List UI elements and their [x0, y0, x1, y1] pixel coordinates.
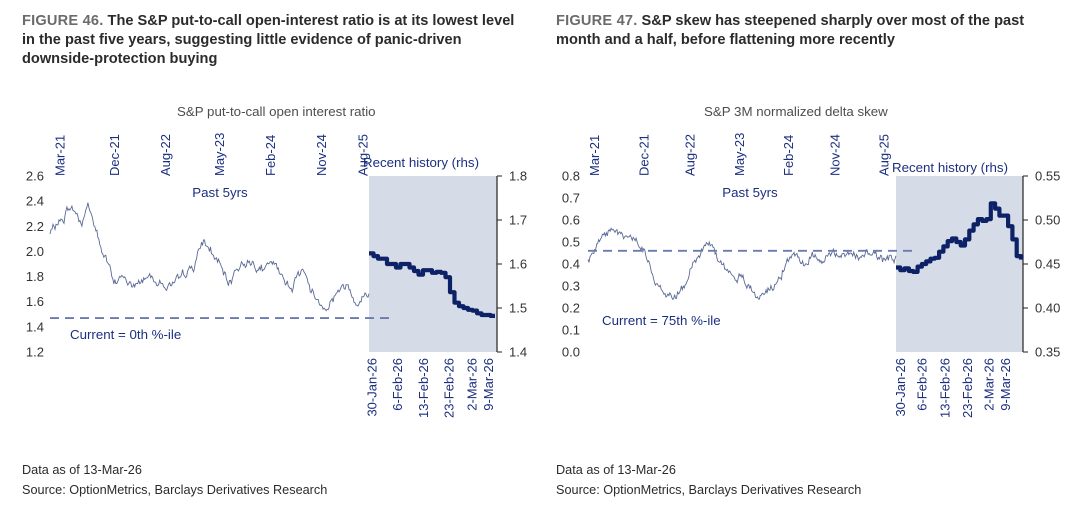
x-tick-label-top: Aug-25: [877, 134, 892, 176]
y-tick-label-left: 2.4: [26, 194, 44, 209]
figure-title: FIGURE 46. The S&P put-to-call open-inte…: [22, 12, 522, 69]
x-tick-label-bottom: 9-Mar-26: [998, 358, 1013, 411]
x-tick-label-top: Aug-22: [683, 134, 698, 176]
x-tick-label-top: Aug-22: [158, 134, 173, 176]
y-tick-label-left: 0.3: [562, 279, 580, 294]
annotation-current-percentile: Current = 75th %-ile: [602, 313, 721, 328]
figure-47: FIGURE 47. S&P skew has steepened sharpl…: [556, 0, 1076, 511]
x-tick-label-bottom: 23-Feb-26: [441, 358, 456, 418]
y-tick-label-right: 0.55: [1035, 169, 1060, 184]
figure-label: FIGURE 46.: [22, 13, 104, 29]
y-tick-label-left: 0.6: [562, 213, 580, 228]
y-tick-label-left: 0.4: [562, 257, 580, 272]
figure-title: FIGURE 47. S&P skew has steepened sharpl…: [556, 12, 1056, 50]
x-tick-label-top: Dec-21: [636, 134, 651, 176]
figure-label: FIGURE 47.: [556, 13, 638, 29]
x-tick-label-top: Mar-21: [587, 135, 602, 176]
x-tick-label-bottom: 2-Mar-26: [982, 358, 997, 411]
x-tick-label-bottom: 13-Feb-26: [937, 358, 952, 418]
x-tick-label-top: Feb-24: [263, 135, 278, 176]
y-tick-label-left: 2.0: [26, 244, 44, 259]
y-tick-label-left: 0.7: [562, 191, 580, 206]
x-tick-label-bottom: 30-Jan-26: [893, 358, 908, 417]
chart-svg: 0.0 0.1 0.2 0.3 0.4 0.5 0.6 0.7 0.8 0.35 0.40 0.45 0…: [562, 133, 1060, 418]
x-tick-label-top: Dec-21: [107, 134, 122, 176]
annotation-past-5yrs: Past 5yrs: [722, 185, 778, 200]
chart-title: S&P put-to-call open interest ratio: [177, 104, 376, 119]
y-tick-label-left: 0.5: [562, 235, 580, 250]
figure-46: FIGURE 46. The S&P put-to-call open-inte…: [22, 0, 542, 511]
y-tick-label-left: 1.8: [26, 269, 44, 284]
x-tick-label-bottom: 9-Mar-26: [481, 358, 496, 411]
x-tick-label-top: May-23: [212, 133, 227, 176]
x-tick-label-top: Nov-24: [314, 134, 329, 176]
y-tick-label-right: 1.5: [509, 301, 527, 316]
y-tick-label-right: 1.4: [509, 345, 527, 360]
y-tick-label-right: 0.50: [1035, 213, 1060, 228]
y-tick-label-right: 0.40: [1035, 301, 1060, 316]
x-tick-label-bottom: 23-Feb-26: [960, 358, 975, 418]
y-tick-label-left: 0.2: [562, 301, 580, 316]
annotation-recent-history: Recent history (rhs): [363, 155, 479, 170]
x-tick-label-top: Feb-24: [781, 135, 796, 176]
chart-title: S&P 3M normalized delta skew: [704, 104, 888, 119]
x-tick-label-bottom: 6-Feb-26: [914, 358, 929, 411]
y-tick-label-right: 0.35: [1035, 345, 1060, 360]
y-tick-label-right: 0.45: [1035, 257, 1060, 272]
source-note: Source: OptionMetrics, Barclays Derivati…: [556, 483, 862, 497]
x-tick-label-top: May-23: [732, 133, 747, 176]
series-recent-history: [369, 251, 495, 318]
y-tick-label-left: 2.6: [26, 169, 44, 184]
y-tick-label-left: 2.2: [26, 219, 44, 234]
x-tick-label-bottom: 30-Jan-26: [365, 358, 380, 417]
y-tick-label-left: 1.6: [26, 294, 44, 309]
series-past-5yrs: [49, 202, 370, 312]
x-tick-label-bottom: 2-Mar-26: [464, 358, 479, 411]
data-as-of: Data as of 13-Mar-26: [556, 463, 676, 477]
y-tick-label-left: 1.2: [26, 345, 44, 360]
annotation-past-5yrs: Past 5yrs: [192, 185, 248, 200]
series-past-5yrs: [587, 227, 897, 301]
y-tick-label-left: 0.1: [562, 323, 580, 338]
recent-history-shade: [896, 176, 1023, 352]
x-tick-label-top: Mar-21: [53, 135, 68, 176]
y-tick-label-right: 1.6: [509, 257, 527, 272]
figure-caption: The S&P put-to-call open-interest ratio …: [22, 13, 515, 67]
annotation-current-percentile: Current = 0th %-ile: [70, 327, 181, 342]
source-note: Source: OptionMetrics, Barclays Derivati…: [22, 483, 328, 497]
y-tick-label-left: 1.4: [26, 319, 44, 334]
y-tick-label-left: 0.0: [562, 345, 580, 360]
x-tick-label-bottom: 13-Feb-26: [416, 358, 431, 418]
y-tick-label-left: 0.8: [562, 169, 580, 184]
figure-caption: S&P skew has steepened sharply over most…: [556, 13, 1025, 48]
data-as-of: Data as of 13-Mar-26: [22, 463, 142, 477]
annotation-recent-history: Recent history (rhs): [892, 160, 1008, 175]
series-recent-history: [896, 201, 1024, 274]
x-tick-label-top: Nov-24: [827, 134, 842, 176]
x-tick-label-bottom: 6-Feb-26: [390, 358, 405, 411]
y-tick-label-right: 1.7: [509, 213, 527, 228]
x-tick-label-top: Aug-25: [356, 134, 371, 176]
chart-svg: 1.2 1.4 1.6 1.8 2.0 2.2 2.4 2.6 1.4 1.5 1.6 1.7 1.8 M…: [26, 133, 527, 418]
y-tick-label-right: 1.8: [509, 169, 527, 184]
